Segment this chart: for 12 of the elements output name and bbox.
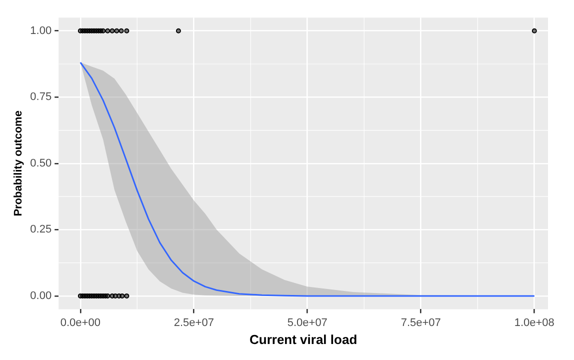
x-tick-label: 2.5e+07 — [174, 316, 214, 329]
x-axis-title: Current viral load — [249, 332, 358, 347]
y-tick-label: 0.75 — [30, 91, 52, 104]
x-tick-label: 0.0e+00 — [60, 316, 100, 329]
x-tick-label: 1.0e+08 — [514, 316, 554, 329]
y-tick-label: 0.25 — [30, 224, 52, 236]
y-tick-label: 0.50 — [30, 157, 52, 170]
y-tick-label: 0.00 — [30, 290, 52, 302]
x-tick-label: 7.5e+07 — [400, 316, 441, 329]
y-tick-label: 1.00 — [30, 24, 52, 37]
y-axis-title: Probability outcome — [12, 110, 25, 216]
x-tick-label: 5.0e+07 — [287, 316, 328, 329]
